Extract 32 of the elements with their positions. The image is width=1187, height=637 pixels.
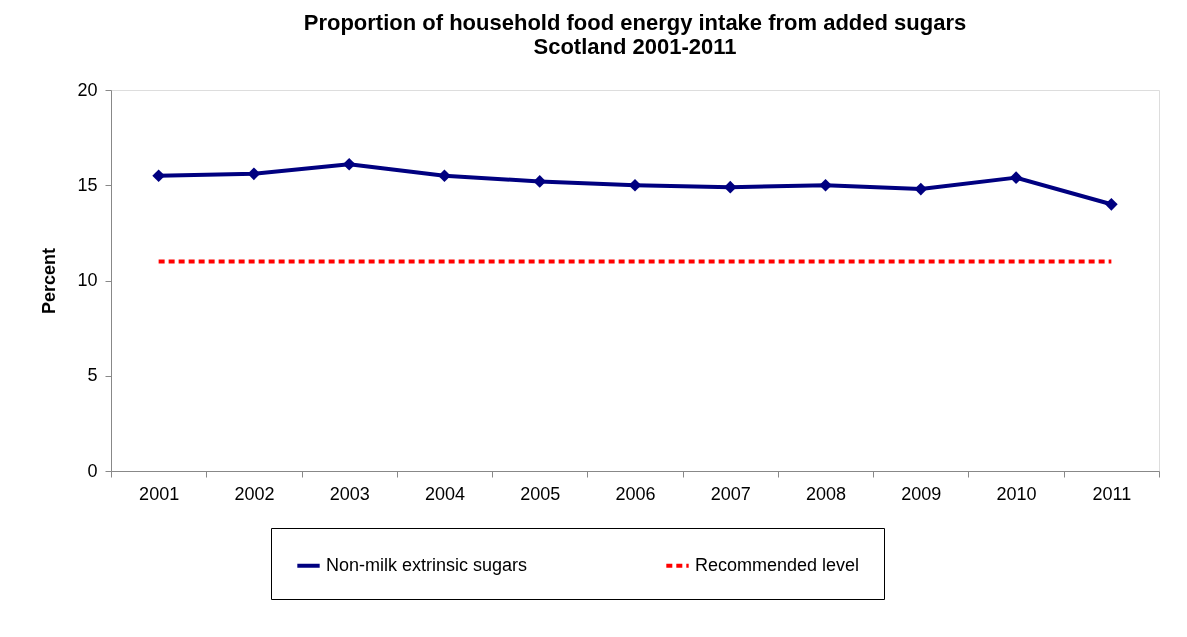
x-tick-label: 2005 xyxy=(520,483,561,504)
point xyxy=(247,167,261,181)
x-tick-label: 2011 xyxy=(1092,483,1132,504)
y-tick-label: 20 xyxy=(77,79,98,100)
x-tick-label: 2007 xyxy=(710,483,751,504)
x-tick-label: 2002 xyxy=(234,483,275,504)
point xyxy=(438,169,451,183)
point xyxy=(1105,197,1118,211)
chart-subtitle: Scotland 2001-2011 xyxy=(533,34,737,59)
x-tick-label: 2001 xyxy=(139,483,180,504)
x-tick-label: 2003 xyxy=(329,483,370,504)
x-tick-label: 2008 xyxy=(806,483,847,504)
y-axis-title: Percent xyxy=(39,247,60,315)
y-tick-label: 10 xyxy=(77,270,98,290)
point xyxy=(152,169,165,183)
x-tick-label: 2006 xyxy=(615,483,656,504)
point xyxy=(1009,171,1023,184)
x-tick-label: 2009 xyxy=(901,483,942,504)
point xyxy=(533,175,547,188)
point xyxy=(914,182,928,196)
x-tick-label: 2010 xyxy=(996,483,1037,504)
legend-label: Recommended level xyxy=(695,554,860,575)
point xyxy=(342,157,356,171)
y-tick-label: 15 xyxy=(77,174,98,195)
legend-label: Non-milk extrinsic sugars xyxy=(326,554,528,575)
y-tick-label: 5 xyxy=(87,365,98,386)
chart-title: Proportion of household food energy intake from added sugars xyxy=(303,10,967,35)
y-tick-label: 0 xyxy=(87,460,98,481)
point xyxy=(628,178,642,192)
x-tick-label: 2004 xyxy=(424,483,465,504)
point xyxy=(819,178,832,192)
point xyxy=(723,180,737,194)
